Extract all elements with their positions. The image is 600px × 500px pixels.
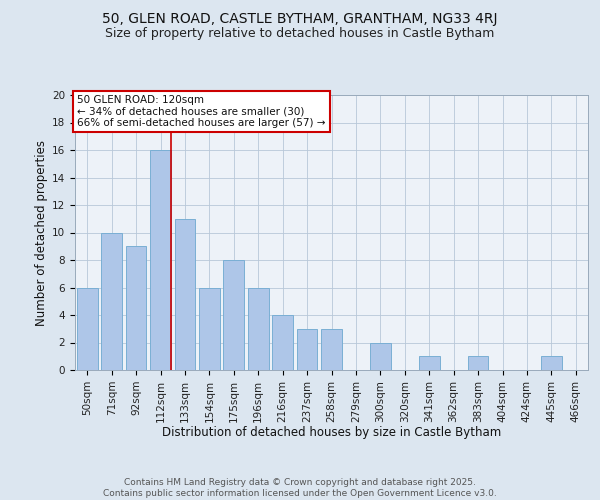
Bar — [296, 329, 317, 370]
Bar — [175, 219, 196, 370]
Text: 50, GLEN ROAD, CASTLE BYTHAM, GRANTHAM, NG33 4RJ: 50, GLEN ROAD, CASTLE BYTHAM, GRANTHAM, … — [102, 12, 498, 26]
Bar — [370, 342, 391, 370]
Text: Size of property relative to detached houses in Castle Bytham: Size of property relative to detached ho… — [106, 28, 494, 40]
Bar — [248, 288, 269, 370]
Bar — [150, 150, 171, 370]
Text: 50 GLEN ROAD: 120sqm
← 34% of detached houses are smaller (30)
66% of semi-detac: 50 GLEN ROAD: 120sqm ← 34% of detached h… — [77, 95, 325, 128]
X-axis label: Distribution of detached houses by size in Castle Bytham: Distribution of detached houses by size … — [162, 426, 501, 439]
Bar — [199, 288, 220, 370]
Bar — [77, 288, 98, 370]
Bar — [223, 260, 244, 370]
Bar — [101, 232, 122, 370]
Bar — [125, 246, 146, 370]
Bar — [272, 315, 293, 370]
Bar — [321, 329, 342, 370]
Bar — [541, 356, 562, 370]
Bar — [419, 356, 440, 370]
Y-axis label: Number of detached properties: Number of detached properties — [35, 140, 48, 326]
Text: Contains HM Land Registry data © Crown copyright and database right 2025.
Contai: Contains HM Land Registry data © Crown c… — [103, 478, 497, 498]
Bar — [467, 356, 488, 370]
